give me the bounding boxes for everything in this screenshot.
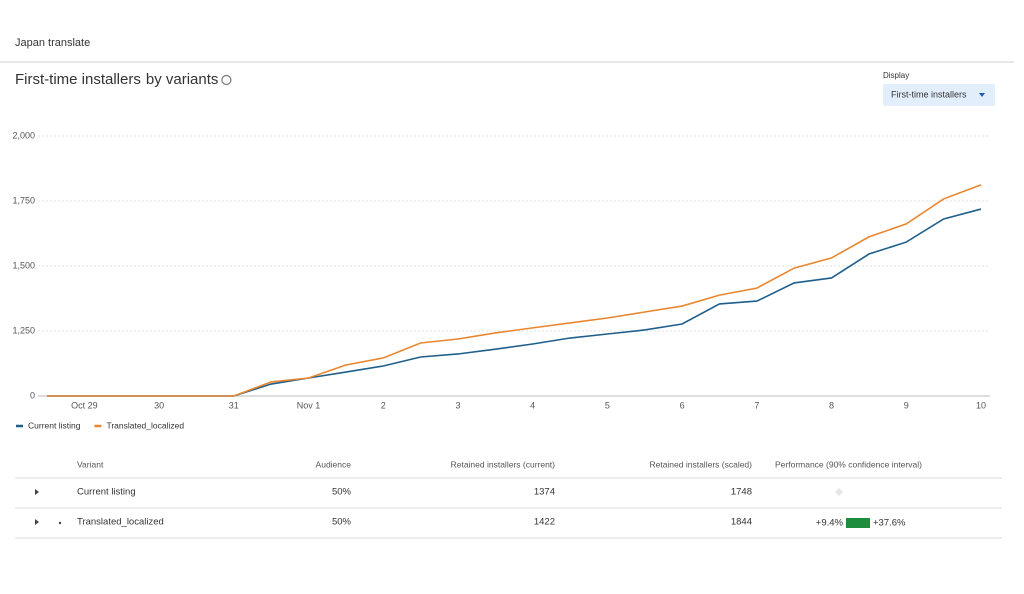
x-tick-label: 8 (829, 400, 834, 410)
y-tick-label: 1,750 (12, 195, 35, 205)
column-header: Retained installers (scaled) (649, 459, 752, 469)
x-tick-label: Oct 29 (71, 400, 98, 410)
variant-dot (58, 521, 62, 525)
x-tick-label: 31 (229, 400, 239, 410)
baseline-marker (835, 488, 843, 496)
chart: 0 1,250 1,500 1,750 2,000 Oct 29 30 31 Nov 1 2 3 4 5… (12, 130, 990, 430)
x-tick-label: 3 (455, 400, 460, 410)
x-tick-label: 2 (381, 400, 386, 410)
x-tick-label: 7 (754, 400, 759, 410)
x-tick-label: 9 (904, 400, 909, 410)
table-cell: Current listing (77, 487, 136, 498)
x-tick-label: 5 (605, 400, 610, 410)
dropdown-value[interactable]: First-time installers (891, 89, 967, 99)
table: Variant Audience Retained installers (curr… (15, 459, 1002, 539)
display-label: Display (883, 71, 909, 80)
x-tick-label: 4 (530, 400, 535, 410)
chart-title: First-time installers (15, 71, 141, 88)
help-icon[interactable] (221, 74, 232, 86)
ci-low: +9.4% (816, 518, 844, 529)
x-tick-label: Nov 1 (297, 400, 321, 410)
page-title: Japan translate (15, 37, 90, 49)
expand-toggle[interactable] (35, 519, 39, 525)
y-tick-label: 0 (30, 390, 35, 400)
table-cell: 1844 (731, 517, 752, 528)
table-cell: 1422 (534, 517, 555, 528)
legend-label: Translated_localized (106, 420, 184, 430)
ci-high: +37.6% (873, 518, 906, 529)
dropdown-arrow[interactable] (979, 93, 985, 97)
table-cell: 50% (332, 517, 352, 528)
x-tick-label: 6 (680, 400, 685, 410)
column-header: Performance (90% confidence interval) (775, 459, 922, 469)
legend-label: Current listing (28, 420, 81, 430)
series-line (47, 208, 982, 397)
y-tick-label: 2,000 (12, 130, 35, 140)
dropdown-box[interactable] (883, 84, 995, 106)
x-tick-label: 10 (976, 400, 986, 410)
column-header: Variant (77, 459, 104, 469)
chart-subtitle: by variants (146, 71, 219, 88)
ci-bar (846, 518, 870, 528)
display-dropdown[interactable]: First-time installers (883, 84, 995, 106)
column-header: Retained installers (current) (451, 459, 556, 469)
expand-toggle[interactable] (35, 489, 39, 495)
table-cell: 1748 (731, 487, 752, 498)
series-line (47, 184, 982, 397)
y-tick-label: 1,500 (12, 260, 35, 270)
table-cell: Translated_localized (77, 517, 164, 528)
y-tick-label: 1,250 (12, 325, 35, 335)
x-tick-label: 30 (154, 400, 164, 410)
column-header: Audience (316, 459, 352, 469)
table-cell: 1374 (534, 487, 555, 498)
table-cell: 50% (332, 487, 352, 498)
